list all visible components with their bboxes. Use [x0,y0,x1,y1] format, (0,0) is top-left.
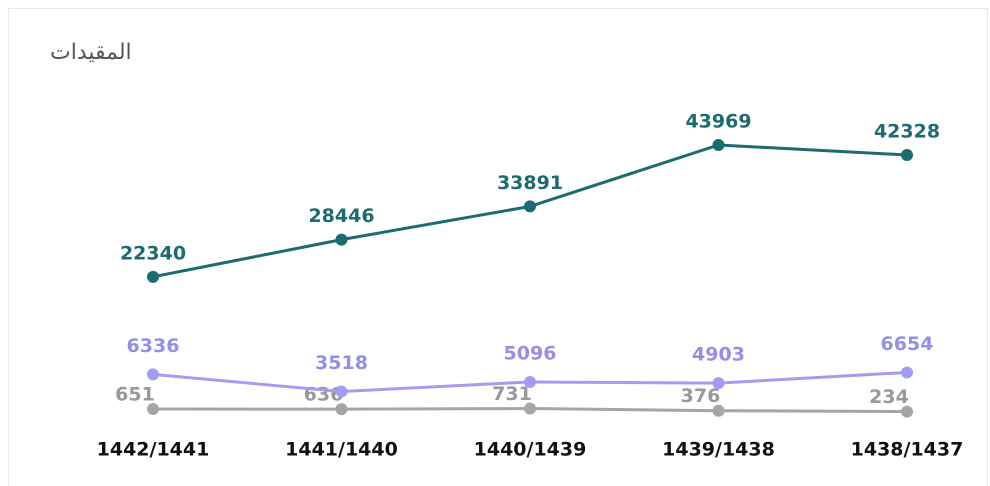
data-label: 234 [869,386,909,408]
data-label: 3518 [315,352,368,374]
data-label: 33891 [497,172,563,194]
data-label: 376 [681,385,721,407]
point [901,405,913,418]
x-tick-label: 1440/1439 [474,439,587,461]
card [8,8,988,486]
point [524,200,536,213]
point [712,139,725,151]
point [335,233,348,246]
data-label: 6336 [127,335,180,357]
data-label: 4903 [692,344,745,366]
data-label: 28446 [308,205,374,227]
point [712,404,725,417]
point [901,149,913,162]
x-tick-label: 1439/1438 [662,439,775,461]
data-label: 5096 [504,342,557,364]
data-label: 22340 [120,242,186,264]
point [712,377,725,390]
x-tick-label: 1441/1440 [285,439,398,461]
point [901,366,913,379]
x-tick-label: 1442/1441 [97,439,210,461]
point [147,403,159,416]
point [524,402,536,415]
point [335,403,348,416]
point [335,385,348,398]
data-label: 651 [115,384,155,406]
data-label: 6654 [881,333,934,355]
data-label: 731 [492,383,532,405]
point [147,368,159,381]
chart-title: المقيدات [50,40,132,65]
data-label: 43969 [685,111,751,133]
data-label: 42328 [874,121,940,143]
x-tick-label: 1438/1437 [851,439,964,461]
point [524,375,536,388]
point [147,270,159,283]
